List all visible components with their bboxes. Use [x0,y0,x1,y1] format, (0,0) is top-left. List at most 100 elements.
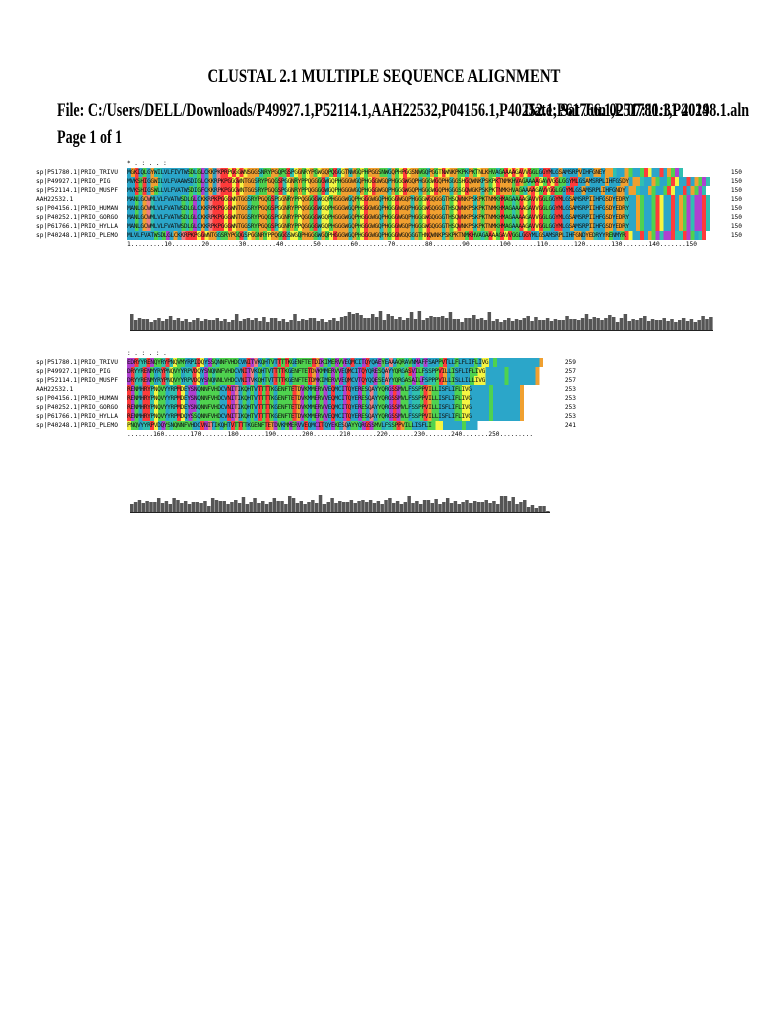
histogram-bar [195,502,199,512]
histogram-bar [196,318,200,330]
histogram-bar [530,505,535,512]
histogram-bar [266,322,270,330]
residue-color-strip [127,168,710,177]
histogram-bar [207,320,212,330]
sequence-name: sp|P52114.1|PRIO_MUSPF [36,377,118,384]
sequence-name: sp|P51780.1|PRIO_TRIVU [36,169,118,176]
histogram-bar [658,320,663,330]
conservation-histogram [130,311,713,331]
histogram-bar [272,498,277,512]
histogram-bar [378,311,383,330]
histogram-bar [390,316,394,330]
histogram-bar [580,318,585,330]
residue-color-strip [127,385,547,394]
histogram-bar [187,504,192,512]
histogram-bar [507,501,512,512]
sequence-residues: MANLGCWMLVLFVATWSDLGLCKKRPKPGGGWNTGGSRYP… [127,222,710,231]
histogram-bar [422,500,427,512]
sequence-residues: RENMHRYPNQVYYRPMDEYSNQNNFVHDCVNITIKQHTVT… [127,394,547,403]
histogram-bar [149,322,153,330]
histogram-bar [297,321,301,330]
sequence-name: sp|P61766.1|PRIO_HYLLA [36,223,118,230]
histogram-bar [242,319,247,330]
histogram-bar [670,319,674,330]
histogram-bar [287,496,292,512]
histogram-bar [394,319,398,330]
residue-color-strip [127,231,710,240]
residue-count: 253 [564,413,576,420]
histogram-bar [468,318,472,330]
histogram-bar [650,319,655,330]
histogram-bar [285,322,289,330]
histogram-bar [627,321,631,330]
histogram-bar [157,318,161,330]
histogram-bar [161,321,165,330]
histogram-bar [499,322,503,330]
residue-count: 150 [730,205,742,212]
histogram-bar [530,321,534,330]
histogram-bar [503,496,508,512]
histogram-bar [180,503,184,512]
histogram-bar [487,312,492,330]
histogram-bar [542,506,546,512]
residue-color-strip [127,204,710,213]
histogram-bar [600,320,604,330]
histogram-bar [130,314,134,330]
sequence-name: AAH22532.1 [36,386,74,393]
histogram-bar [553,319,558,330]
histogram-bar [261,501,265,512]
histogram-bar [180,321,185,330]
histogram-bar [223,319,227,330]
residue-letters: MLVLFVATWSDLGLCKKRPKPGGWNTGGSRYPGQGSPGGN… [127,232,626,239]
position-ruler: .......160.......170.......180.......190… [127,431,534,438]
histogram-bar [569,319,573,330]
histogram-bar [557,320,562,330]
histogram-bar [619,318,624,330]
histogram-bar [160,503,165,512]
histogram-bar [299,501,304,512]
sequence-residues: RENMHRYPNQVYYRPMDQYSSQNNFVHDCVNITIKQHTVT… [127,412,547,421]
histogram-bar [546,511,550,512]
histogram-bar [526,507,531,512]
residue-color-strip [127,367,547,376]
histogram-bar [277,321,282,330]
histogram-bar [611,317,616,330]
histogram-bar [156,498,161,512]
histogram-bar [499,496,504,512]
histogram-bar [681,318,686,330]
histogram-bar [380,504,384,512]
histogram-bar [153,320,157,330]
histogram-bar [308,318,313,330]
histogram-bar [133,320,138,330]
sequence-residues: DRYYRENMYRYPNQVYYRPVDQYSNQNNLVHDCVNITVKQ… [127,376,547,385]
alignment-title: CLUSTAL 2.1 MULTIPLE SEQUENCE ALIGNMENT [207,66,561,87]
residue-color-strip [127,213,710,222]
histogram-bar [199,503,203,512]
residue-color-strip [127,358,547,367]
sequence-residues: MVKSHIGSWLLVLFVATWSDIGFCKKRPKPGGGWNTGGSR… [127,186,710,195]
histogram-bar [322,504,327,512]
histogram-bar [137,500,142,512]
histogram-bar [168,316,173,330]
histogram-bar [674,322,678,330]
histogram-bar [646,321,651,330]
histogram-bar [280,501,284,512]
histogram-bar [359,315,363,330]
consensus-line: : . : . : . [127,350,167,357]
histogram-bar [376,501,381,512]
histogram-bar [192,320,196,330]
residue-color-strip [127,186,710,195]
histogram-bar [418,504,423,512]
residue-color-strip [127,376,547,385]
histogram-bar [349,500,354,512]
histogram-bar [453,501,458,512]
histogram-bar [368,500,373,512]
histogram-bar [335,321,340,330]
histogram-bar [227,322,231,330]
histogram-bar [662,318,666,330]
residue-count: 150 [730,232,742,239]
histogram-bar [492,501,496,512]
histogram-bar [293,314,297,330]
position-ruler: 1.........10........20........30........… [127,241,697,248]
histogram-bar [215,318,220,330]
